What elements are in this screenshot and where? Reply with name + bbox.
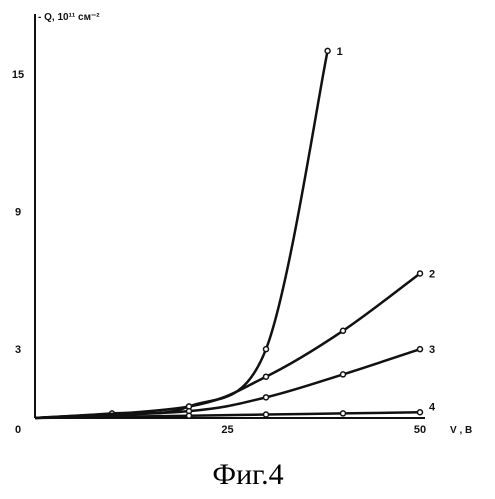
series-label-4: 4 bbox=[429, 401, 436, 413]
y-axis-label: - Q, 10¹¹ см⁻² bbox=[38, 12, 100, 23]
series-label-3: 3 bbox=[429, 344, 435, 356]
series-label-1: 1 bbox=[337, 46, 343, 58]
series-point-4 bbox=[341, 411, 346, 416]
series-line-3 bbox=[35, 349, 420, 418]
series-layer: 1 2 3 4 bbox=[35, 46, 436, 418]
series-point-3 bbox=[341, 372, 346, 377]
series-line-2 bbox=[35, 273, 420, 418]
series-point-2 bbox=[341, 328, 346, 333]
series-point-2 bbox=[418, 271, 423, 276]
series-point-1 bbox=[264, 347, 269, 352]
series-line-1 bbox=[35, 51, 328, 418]
series-point-4 bbox=[418, 410, 423, 415]
series-point-3 bbox=[264, 395, 269, 400]
x-tick-label: 25 bbox=[221, 424, 233, 436]
figure-caption: Фиг.4 bbox=[212, 458, 283, 491]
ticks: 0 25 50 3 9 15 bbox=[12, 69, 426, 436]
y-tick-label: 15 bbox=[12, 69, 24, 81]
x-tick-label: 50 bbox=[414, 424, 426, 436]
series-point-4 bbox=[187, 413, 192, 418]
x-tick-label: 0 bbox=[15, 424, 21, 436]
y-tick-label: 9 bbox=[15, 207, 21, 219]
series-label-2: 2 bbox=[429, 268, 435, 280]
y-tick-label: 3 bbox=[15, 344, 21, 356]
series-point-2 bbox=[264, 374, 269, 379]
series-point-1 bbox=[325, 48, 330, 53]
series-point-3 bbox=[418, 347, 423, 352]
x-axis-label: V , В bbox=[450, 425, 472, 436]
axes bbox=[35, 14, 425, 418]
series-point-4 bbox=[264, 412, 269, 417]
